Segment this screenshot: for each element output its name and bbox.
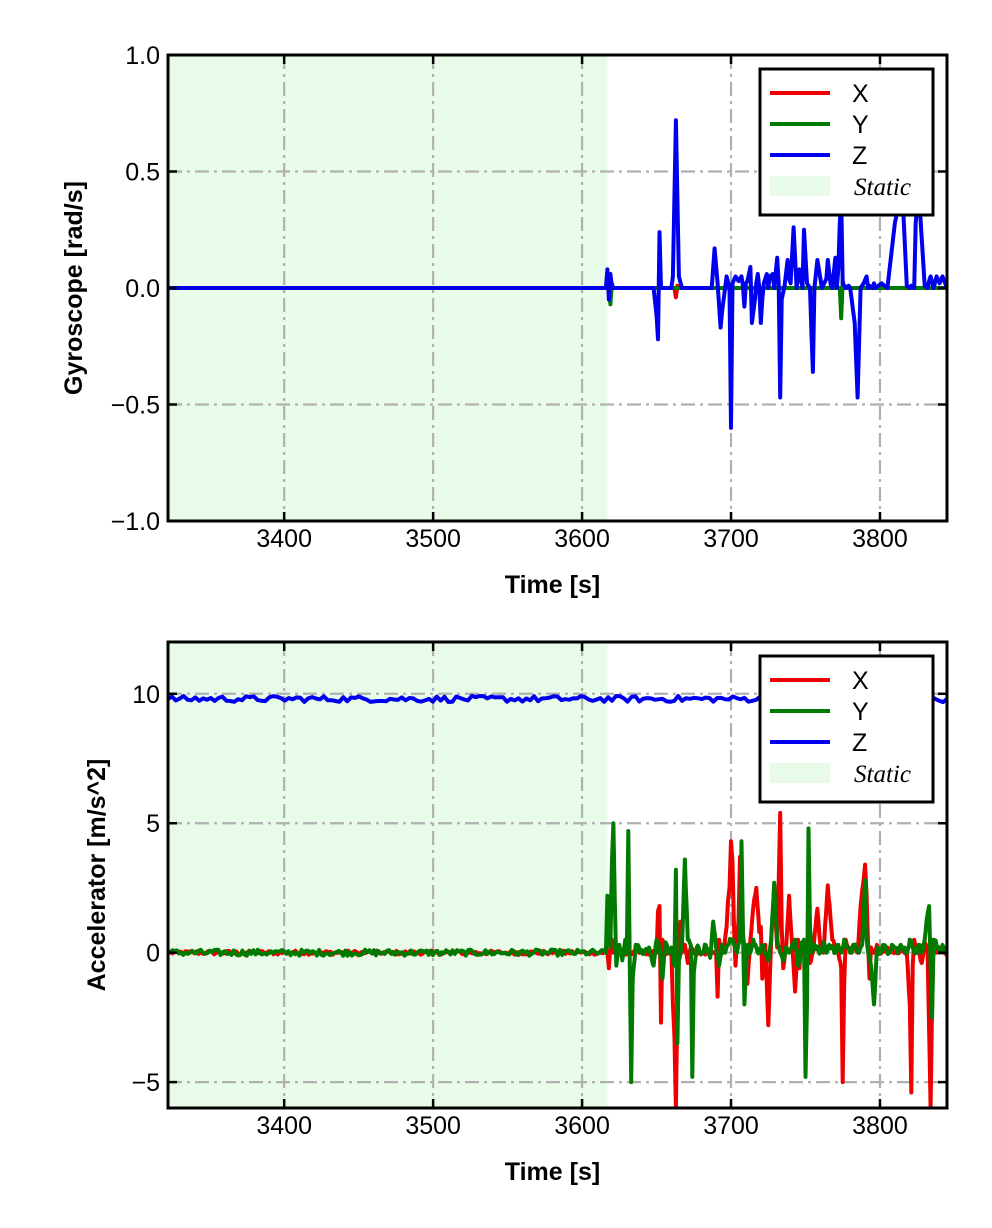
x-axis-label: Time [s] bbox=[505, 1158, 600, 1186]
y-tick-label: 1.0 bbox=[125, 42, 160, 70]
axis-ticks: 3400 3500 3600 3700 3800 −1.0 −0.5 0.0 0.5 1.0 bbox=[111, 42, 947, 553]
y-tick-label: 5 bbox=[146, 810, 160, 838]
legend-label-z: Z bbox=[852, 142, 867, 170]
series-line-z bbox=[168, 118, 947, 430]
legend-label-static: Static bbox=[854, 761, 911, 788]
axis-ticks: 3400 3500 3600 3700 3800 −5 0 5 10 bbox=[131, 642, 947, 1140]
legend-label-x: X bbox=[852, 667, 869, 695]
series-line-y bbox=[168, 821, 947, 1085]
x-tick-label: 3400 bbox=[256, 525, 312, 553]
y-tick-label: 10 bbox=[132, 681, 160, 709]
x-axis-label: Time [s] bbox=[505, 571, 600, 599]
y-tick-label: 0.0 bbox=[125, 275, 160, 303]
gyroscope-chart: 3400 3500 3600 3700 3800 −1.0 −0.5 0.0 0.5 1.0 Ti… bbox=[60, 42, 949, 599]
x-tick-label: 3700 bbox=[703, 525, 759, 553]
legend-label-x: X bbox=[852, 80, 869, 108]
legend-swatch-static bbox=[770, 176, 830, 196]
x-tick-label: 3800 bbox=[852, 525, 908, 553]
legend-swatch-static bbox=[770, 763, 830, 783]
legend: XYZ Static bbox=[758, 67, 935, 217]
y-tick-label: −5 bbox=[131, 1069, 160, 1097]
legend-label-y: Y bbox=[852, 698, 869, 726]
x-tick-label: 3700 bbox=[703, 1112, 759, 1140]
accelerator-chart: 3400 3500 3600 3700 3800 −5 0 5 10 Time [s] Acce… bbox=[83, 640, 949, 1186]
y-axis-label: Accelerator [m/s^2] bbox=[83, 759, 111, 992]
legend: XYZ Static bbox=[758, 654, 935, 804]
static-region-band bbox=[168, 642, 608, 1108]
x-tick-label: 3800 bbox=[852, 1112, 908, 1140]
static-region bbox=[168, 642, 608, 1108]
series-lines bbox=[168, 118, 947, 430]
x-tick-label: 3400 bbox=[256, 1112, 312, 1140]
y-tick-label: 0.5 bbox=[125, 159, 160, 187]
legend-label-y: Y bbox=[852, 111, 869, 139]
y-tick-label: 0 bbox=[146, 940, 160, 968]
x-tick-label: 3600 bbox=[554, 1112, 610, 1140]
legend-label-z: Z bbox=[852, 729, 867, 757]
plot-frame bbox=[166, 640, 949, 1110]
x-tick-label: 3500 bbox=[405, 1112, 461, 1140]
legend-label-static: Static bbox=[854, 174, 911, 201]
x-tick-label: 3500 bbox=[405, 525, 461, 553]
x-tick-label: 3600 bbox=[554, 525, 610, 553]
y-axis-label: Gyroscope [rad/s] bbox=[60, 181, 88, 395]
y-tick-label: −0.5 bbox=[111, 392, 160, 420]
y-tick-label: −1.0 bbox=[111, 508, 160, 536]
